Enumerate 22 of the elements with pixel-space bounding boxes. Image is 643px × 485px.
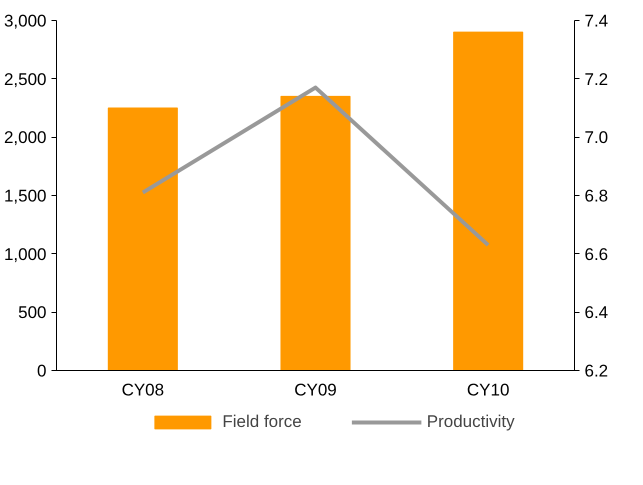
y-tick-label: 2,000 — [4, 128, 47, 148]
y-tick-label: 2,500 — [4, 70, 47, 89]
bar — [453, 32, 524, 370]
y2-tick-label: 6.4 — [584, 303, 608, 322]
x-tick-label: CY10 — [466, 380, 510, 400]
bar — [108, 108, 178, 370]
y2-tick-label: 6.6 — [584, 244, 608, 264]
y2-tick-label: 7.4 — [584, 12, 608, 30]
legend-label: Productivity — [426, 412, 515, 432]
x-tick-label: CY08 — [122, 380, 164, 400]
y2-tick-label: 6.2 — [584, 362, 608, 380]
legend-label: Field force — [222, 412, 302, 432]
y-tick-label: 3,000 — [4, 12, 47, 30]
y-tick-label: 1,500 — [4, 186, 47, 206]
y2-tick-label: 7.2 — [584, 70, 608, 89]
y-tick-label: 0 — [37, 362, 47, 380]
bar — [280, 96, 351, 370]
y2-tick-label: 7.0 — [584, 128, 608, 148]
y-tick-label: 1,000 — [4, 244, 47, 264]
y2-tick-label: 6.8 — [584, 186, 608, 206]
y-tick-label: 500 — [18, 303, 47, 322]
x-tick-label: CY09 — [294, 380, 337, 400]
